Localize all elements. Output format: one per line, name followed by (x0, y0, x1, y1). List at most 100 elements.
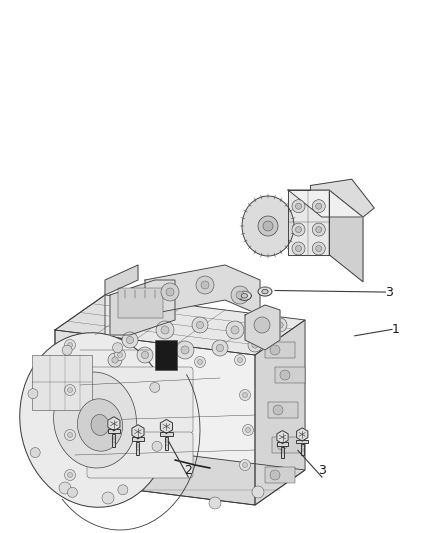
Polygon shape (55, 295, 105, 480)
Polygon shape (277, 431, 288, 443)
Circle shape (112, 357, 118, 363)
Circle shape (296, 246, 301, 252)
Circle shape (102, 492, 114, 504)
Circle shape (64, 384, 75, 395)
Circle shape (296, 227, 301, 232)
Circle shape (273, 405, 283, 415)
Circle shape (243, 392, 247, 398)
Circle shape (201, 281, 209, 289)
Circle shape (162, 356, 167, 360)
Circle shape (243, 424, 254, 435)
Circle shape (270, 345, 280, 355)
Bar (113, 434, 115, 447)
Circle shape (166, 288, 174, 296)
Text: 3: 3 (318, 464, 326, 477)
Circle shape (226, 321, 244, 339)
Ellipse shape (91, 415, 109, 435)
Ellipse shape (237, 291, 251, 301)
Circle shape (137, 347, 153, 363)
Circle shape (159, 352, 170, 364)
Circle shape (161, 283, 179, 301)
Circle shape (273, 318, 287, 332)
Circle shape (209, 497, 221, 509)
Circle shape (114, 350, 126, 360)
Circle shape (243, 463, 247, 467)
Circle shape (152, 441, 162, 451)
Polygon shape (160, 419, 173, 433)
Text: 3: 3 (385, 286, 393, 298)
Circle shape (108, 353, 122, 367)
FancyBboxPatch shape (87, 367, 193, 433)
Bar (265, 342, 295, 358)
Circle shape (252, 486, 264, 498)
Circle shape (176, 341, 194, 359)
Bar (275, 367, 305, 383)
Bar (272, 437, 302, 453)
Circle shape (212, 340, 228, 356)
Polygon shape (297, 428, 308, 441)
Circle shape (181, 346, 189, 354)
Polygon shape (288, 190, 363, 217)
Circle shape (122, 332, 138, 348)
Circle shape (248, 338, 262, 352)
Polygon shape (311, 179, 374, 217)
Circle shape (277, 322, 283, 328)
Circle shape (234, 354, 246, 366)
Circle shape (161, 326, 169, 334)
Polygon shape (132, 425, 144, 439)
Ellipse shape (262, 289, 268, 294)
Polygon shape (145, 265, 260, 315)
Circle shape (67, 343, 73, 348)
Bar (155, 340, 177, 370)
Circle shape (127, 336, 134, 344)
Bar (268, 402, 298, 418)
Circle shape (194, 357, 205, 367)
Circle shape (316, 203, 322, 209)
Polygon shape (55, 295, 305, 355)
Circle shape (312, 200, 325, 213)
Bar (165, 437, 168, 450)
Ellipse shape (242, 196, 294, 256)
Polygon shape (108, 417, 120, 431)
Circle shape (252, 342, 258, 348)
Bar (118, 288, 163, 318)
Circle shape (292, 242, 305, 255)
Circle shape (237, 358, 243, 362)
Polygon shape (329, 190, 363, 282)
Bar (32, 355, 92, 410)
Bar (265, 467, 295, 483)
Bar (297, 440, 308, 443)
Ellipse shape (20, 333, 170, 507)
Circle shape (277, 440, 287, 450)
Bar (160, 432, 173, 435)
Ellipse shape (258, 287, 272, 296)
Circle shape (62, 345, 72, 355)
Circle shape (216, 344, 224, 352)
Circle shape (67, 432, 73, 438)
Circle shape (312, 223, 325, 236)
Circle shape (192, 317, 208, 333)
Circle shape (312, 242, 325, 255)
Circle shape (236, 291, 244, 299)
Circle shape (280, 370, 290, 380)
Polygon shape (245, 305, 280, 350)
FancyBboxPatch shape (87, 432, 193, 478)
Circle shape (254, 317, 270, 333)
Circle shape (64, 340, 75, 351)
Circle shape (67, 487, 78, 497)
Text: 1: 1 (392, 323, 400, 336)
Circle shape (156, 321, 174, 339)
Circle shape (196, 276, 214, 294)
Ellipse shape (241, 294, 247, 298)
Ellipse shape (53, 372, 136, 468)
Polygon shape (288, 190, 329, 255)
Circle shape (150, 383, 160, 392)
Bar (108, 430, 120, 433)
Text: 2: 2 (184, 464, 192, 477)
Circle shape (118, 485, 128, 495)
Polygon shape (110, 280, 175, 335)
Circle shape (263, 221, 273, 231)
Circle shape (141, 351, 148, 359)
Circle shape (198, 359, 202, 365)
Circle shape (246, 427, 251, 432)
